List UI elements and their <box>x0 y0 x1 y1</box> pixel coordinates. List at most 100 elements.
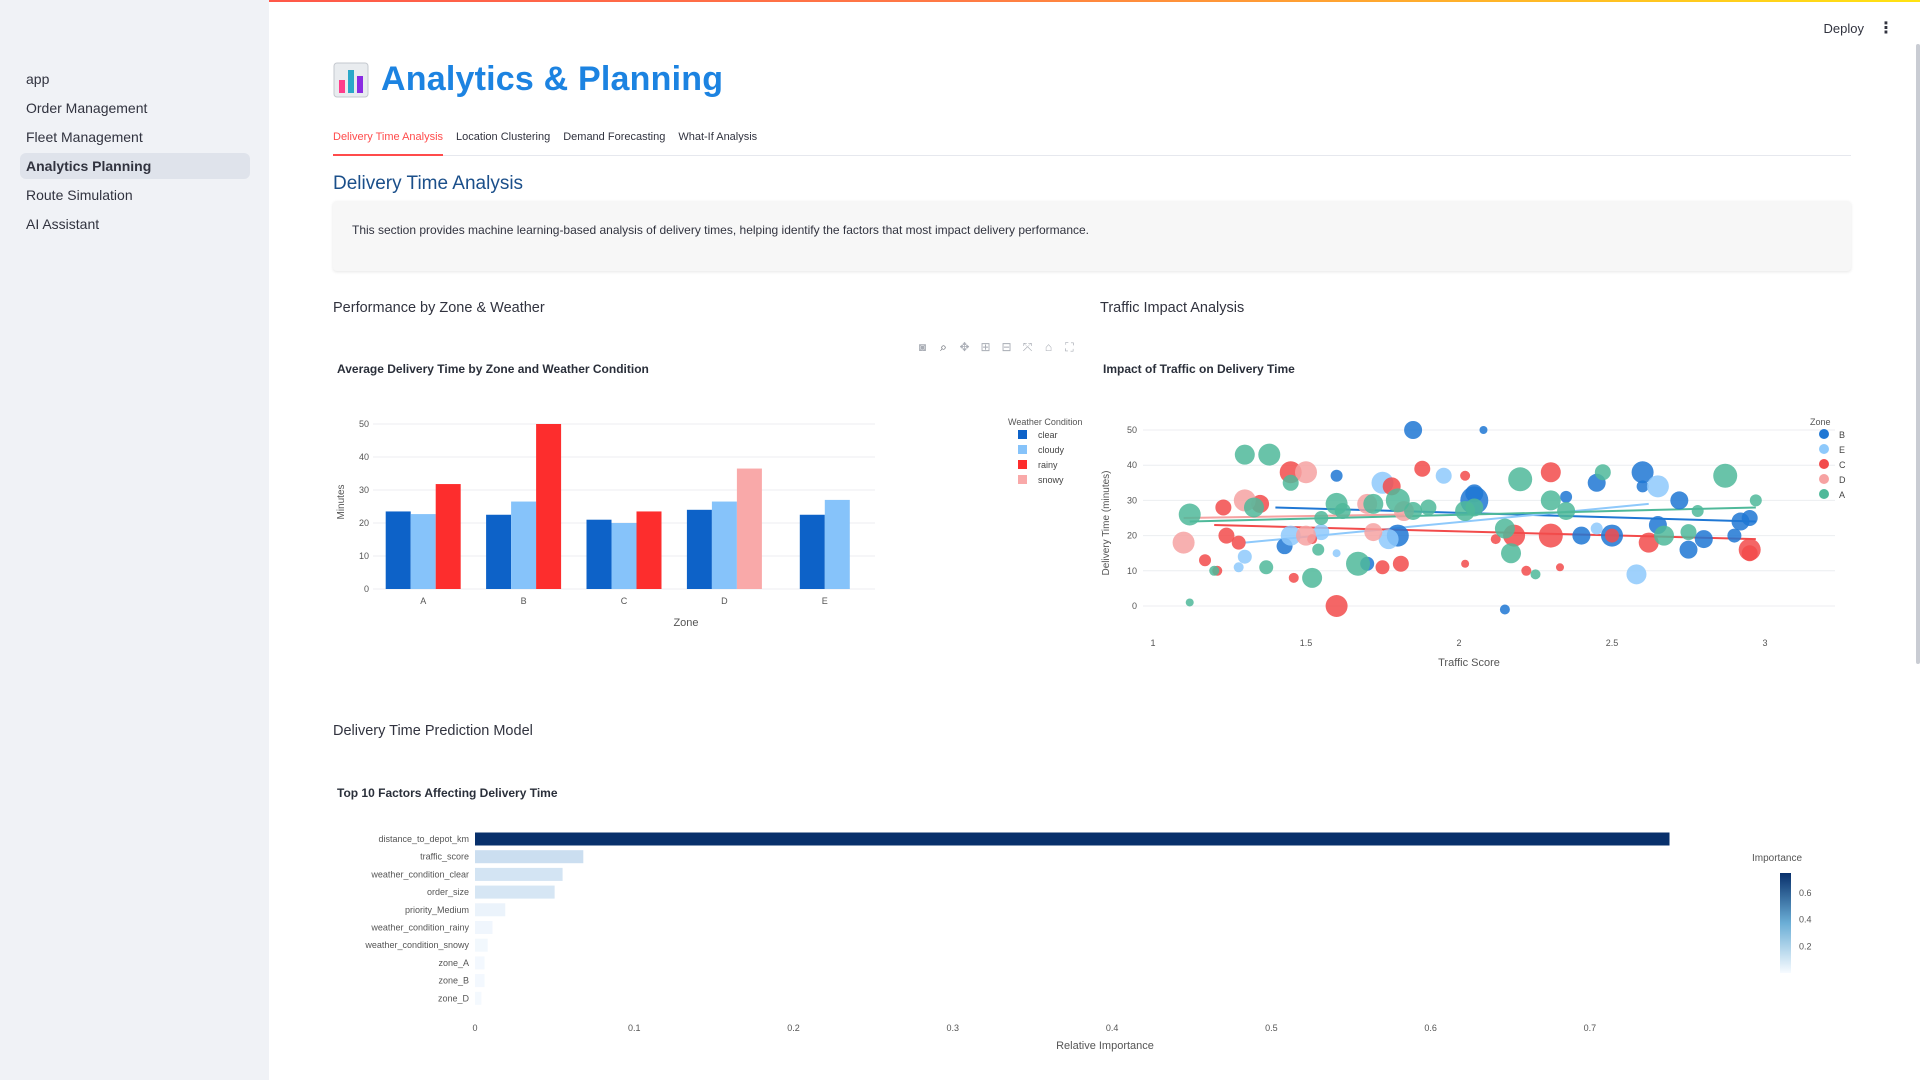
sidebar-item-route-simulation[interactable]: Route Simulation <box>26 187 133 203</box>
point-C[interactable] <box>1555 563 1564 572</box>
point-A[interactable] <box>1363 493 1384 514</box>
point-A[interactable] <box>1501 543 1522 564</box>
bar-E-clear[interactable] <box>799 514 825 589</box>
legend-label[interactable]: cloudy <box>1038 445 1065 455</box>
point-B[interactable] <box>1631 461 1654 484</box>
tab-what-if-analysis[interactable]: What-If Analysis <box>678 131 758 143</box>
zoom-icon[interactable]: ⌕ <box>940 340 947 354</box>
point-E[interactable] <box>1435 467 1452 484</box>
point-A[interactable] <box>1749 494 1762 507</box>
bar-A-clear[interactable] <box>385 511 411 589</box>
legend-swatch[interactable] <box>1819 474 1829 484</box>
point-B[interactable] <box>1636 480 1649 493</box>
point-B[interactable] <box>1741 510 1758 526</box>
page-scrollbar[interactable] <box>1916 44 1920 664</box>
bar-B-clear[interactable] <box>486 514 512 589</box>
bar-weather_condition_snowy[interactable] <box>475 938 488 952</box>
bar-traffic_score[interactable] <box>475 850 584 864</box>
legend-label[interactable]: D <box>1839 475 1846 485</box>
point-A[interactable] <box>1713 463 1738 488</box>
fullscreen-icon[interactable]: ⛶ <box>1065 340 1074 354</box>
point-A[interactable] <box>1530 569 1541 580</box>
bar-order_size[interactable] <box>475 885 555 899</box>
point-A[interactable] <box>1594 464 1611 481</box>
point-B[interactable] <box>1572 526 1591 545</box>
point-A[interactable] <box>1259 560 1274 575</box>
point-C[interactable] <box>1538 523 1563 548</box>
bar-zone_B[interactable] <box>475 974 485 988</box>
point-E[interactable] <box>1626 564 1647 585</box>
sidebar-item-order-management[interactable]: Order Management <box>26 100 148 116</box>
legend-swatch[interactable] <box>1018 430 1027 439</box>
zoom-in-icon[interactable]: ⊞ <box>980 340 991 354</box>
bar-B-rainy[interactable] <box>536 424 562 589</box>
autoscale-icon[interactable]: ⤧ <box>1022 340 1033 354</box>
bar-C-clear[interactable] <box>586 519 612 589</box>
point-A[interactable] <box>1334 502 1351 519</box>
legend-label[interactable]: clear <box>1038 430 1058 440</box>
point-B[interactable] <box>1404 421 1423 439</box>
legend-swatch[interactable] <box>1018 445 1027 454</box>
point-A[interactable] <box>1680 524 1697 541</box>
point-A[interactable] <box>1540 490 1561 511</box>
point-C[interactable] <box>1460 470 1471 481</box>
camera-icon[interactable]: ◙ <box>918 340 927 354</box>
bar-zone_A[interactable] <box>475 956 485 970</box>
point-C[interactable] <box>1741 545 1758 562</box>
point-D[interactable] <box>1296 525 1316 546</box>
legend-swatch[interactable] <box>1819 444 1829 454</box>
point-A[interactable] <box>1494 518 1515 539</box>
point-C[interactable] <box>1490 534 1501 545</box>
point-B[interactable] <box>1465 484 1484 503</box>
point-E[interactable] <box>1590 522 1603 535</box>
point-A[interactable] <box>1557 501 1576 520</box>
point-E[interactable] <box>1646 475 1669 498</box>
legend-swatch[interactable] <box>1018 475 1027 484</box>
bar-C-cloudy[interactable] <box>611 523 637 589</box>
legend-swatch[interactable] <box>1819 489 1829 499</box>
point-E[interactable] <box>1378 529 1399 550</box>
point-A[interactable] <box>1258 443 1281 466</box>
point-B[interactable] <box>1694 530 1713 549</box>
tab-delivery-time-analysis[interactable]: Delivery Time Analysis <box>333 128 444 156</box>
point-A[interactable] <box>1404 501 1423 520</box>
point-B[interactable] <box>1679 540 1698 559</box>
point-C[interactable] <box>1392 555 1409 572</box>
point-A[interactable] <box>1234 444 1255 465</box>
point-B[interactable] <box>1670 491 1689 510</box>
point-A[interactable] <box>1302 567 1323 588</box>
bar-C-rainy[interactable] <box>636 511 662 589</box>
legend-label[interactable]: C <box>1839 460 1846 470</box>
legend-swatch[interactable] <box>1819 459 1829 469</box>
point-A[interactable] <box>1654 525 1675 546</box>
point-B[interactable] <box>1330 469 1343 482</box>
point-C[interactable] <box>1231 535 1246 550</box>
point-D[interactable] <box>1295 461 1317 484</box>
deploy-button[interactable]: Deploy <box>1823 20 1864 36</box>
point-C[interactable] <box>1375 560 1390 575</box>
point-B[interactable] <box>1499 604 1510 615</box>
tab-demand-forecasting[interactable]: Demand Forecasting <box>563 131 666 143</box>
point-C[interactable] <box>1218 527 1235 544</box>
point-A[interactable] <box>1178 503 1201 526</box>
bar-distance_to_depot_km[interactable] <box>475 832 1670 846</box>
legend-label[interactable]: rainy <box>1038 460 1058 470</box>
legend-label[interactable]: snowy <box>1038 475 1064 485</box>
bar-A-cloudy[interactable] <box>410 514 436 589</box>
point-A[interactable] <box>1508 467 1533 492</box>
point-C[interactable] <box>1325 595 1348 617</box>
point-A[interactable] <box>1185 598 1194 607</box>
bar-zone_D[interactable] <box>475 991 482 1005</box>
bar-B-cloudy[interactable] <box>511 501 537 589</box>
point-C[interactable] <box>1414 460 1431 477</box>
zoom-out-icon[interactable]: ⊟ <box>1001 340 1012 354</box>
point-D[interactable] <box>1172 531 1195 554</box>
bar-D-clear[interactable] <box>686 509 712 589</box>
sidebar-item-fleet-management[interactable]: Fleet Management <box>26 129 143 145</box>
point-A[interactable] <box>1282 474 1299 491</box>
bar-A-rainy[interactable] <box>435 484 461 589</box>
tab-location-clustering[interactable]: Location Clustering <box>456 131 551 143</box>
point-B[interactable] <box>1560 490 1573 503</box>
point-A[interactable] <box>1314 511 1329 525</box>
pan-icon[interactable]: ✥ <box>959 340 970 354</box>
